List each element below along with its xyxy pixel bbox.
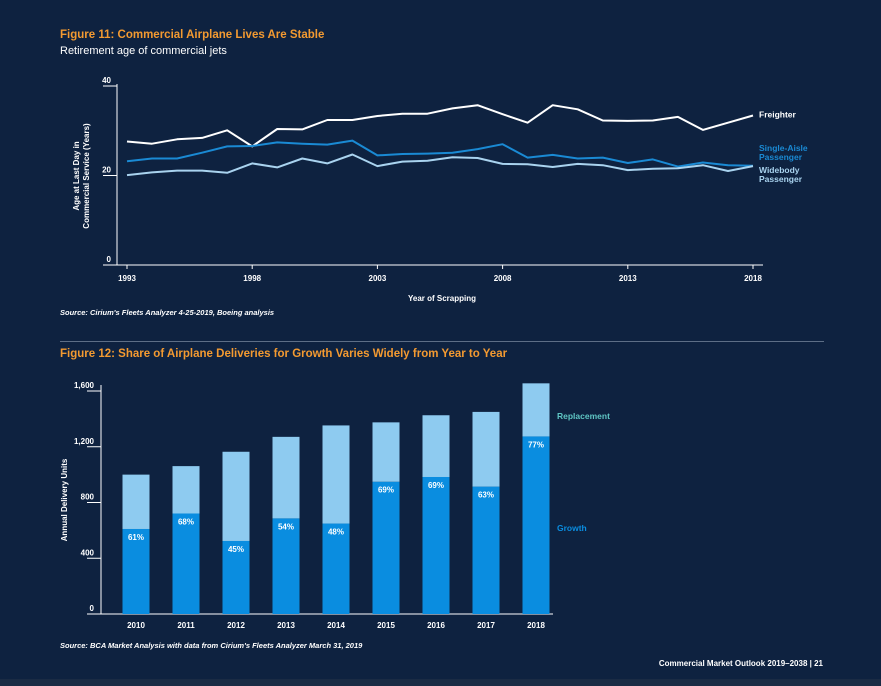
x-axis-title: Year of Scrapping [408,294,476,303]
bar-percent-label: 77% [528,440,544,449]
y-tick-label: 0 [107,255,112,264]
figure-12-title: Figure 12: Share of Airplane Deliveries … [60,348,508,360]
y-axis-title: Age at Last Day inCommercial Service (Ye… [72,123,91,229]
figure-11-subtitle: Retirement age of commercial jets [60,45,227,57]
bar-percent-label: 69% [428,481,444,490]
bar-growth [222,540,250,614]
series-label-line: Freighter [759,110,797,120]
x-tick-label: 2015 [377,621,395,630]
x-tick-label: 2012 [227,621,245,630]
bar-percent-label: 54% [278,522,294,531]
y-tick-label: 0 [90,604,95,613]
bar-replacement [172,466,200,514]
x-tick-label: 2011 [177,621,195,630]
x-tick-label: 2016 [427,621,445,630]
bar-growth [272,518,300,614]
y-axis-title-line: Commercial Service (Years) [82,123,91,229]
series-label-line: Passenger [759,174,803,184]
legend-label-replacement: Replacement [557,411,610,421]
x-tick-label: 2010 [127,621,145,630]
bar-percent-label: 45% [228,545,244,554]
bar-growth [372,481,400,614]
series-line-freighter [126,104,754,148]
x-tick-label: 2013 [277,621,295,630]
bar-growth [472,486,500,614]
series-label: Single-Aisle Passenger [759,143,808,162]
y-tick-label: 40 [102,76,111,85]
legend-label-growth: Growth [557,523,587,533]
bar-replacement [222,451,250,541]
bar-replacement [522,383,550,437]
bar-growth [172,513,200,614]
y-axis-title-line: Age at Last Day in [72,141,81,210]
figure-11-title: Figure 11: Commercial Airplane Lives Are… [60,29,325,41]
bar-growth [422,476,450,614]
bottom-rule [0,679,881,686]
y-tick-label: 1,200 [74,437,95,446]
bar-replacement [472,411,500,487]
bar-growth [122,528,150,614]
bar-percent-label: 68% [178,518,194,527]
figure-12-source: Source: BCA Market Analysis with data fr… [60,641,363,650]
bar-percent-label: 69% [378,486,394,495]
bar-growth [322,523,350,614]
y-tick-label: 800 [81,493,95,502]
bar-replacement [122,474,150,529]
series-label: Freighter [759,110,797,120]
bar-growth [522,436,550,614]
bar-replacement [272,436,300,519]
x-tick-label: 1993 [118,274,136,283]
figure-11-source: Source: Cirium's Fleets Analyzer 4-25-20… [60,308,275,317]
y-axis-title: Annual Delivery Units [60,458,69,541]
x-tick-label: 2018 [744,274,762,283]
section-divider [60,341,824,342]
y-tick-label: 1,600 [74,381,95,390]
x-tick-label: 2014 [327,621,345,630]
x-tick-label: 2003 [369,274,387,283]
page-footer: Commercial Market Outlook 2019–2038 | 21 [658,659,823,668]
x-tick-label: 1998 [243,274,261,283]
series-label-line: Single-Aisle [759,143,808,153]
bar-replacement [322,425,350,524]
series-label: Widebody Passenger [759,165,803,184]
bar-percent-label: 63% [478,491,494,500]
x-tick-label: 2017 [477,621,495,630]
x-tick-label: 2013 [619,274,637,283]
series-label-line: Widebody [759,165,800,175]
series-label-line: Passenger [759,152,803,162]
bar-replacement [372,422,400,482]
y-tick-label: 400 [81,548,95,557]
bar-replacement [422,415,450,477]
x-tick-label: 2018 [527,621,545,630]
x-tick-label: 2008 [494,274,512,283]
bar-percent-label: 61% [128,533,144,542]
series-line-widebody-passenger [126,153,754,177]
series-line-single-aisle-passenger [126,139,754,168]
bar-percent-label: 48% [328,528,344,537]
y-tick-label: 20 [102,166,111,175]
